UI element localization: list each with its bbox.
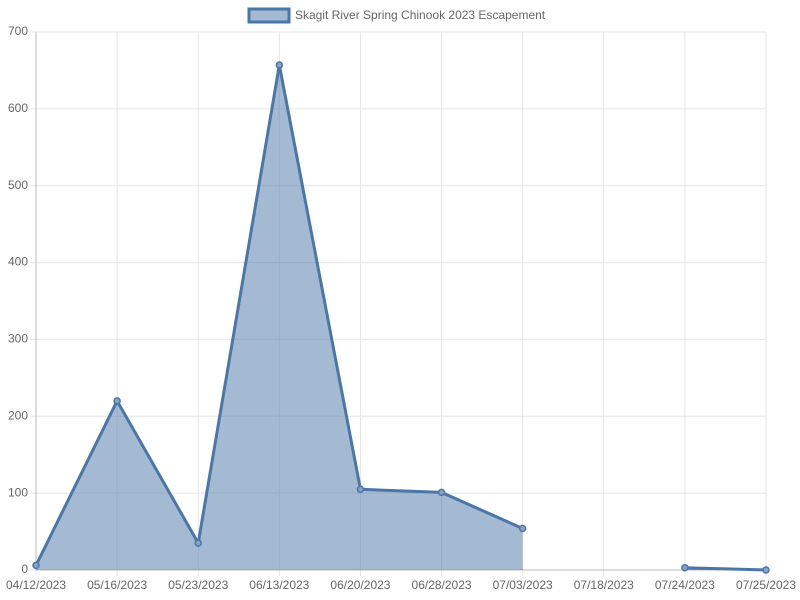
y-tick-label: 200 — [8, 408, 28, 422]
x-tick-label: 07/24/2023 — [655, 578, 715, 592]
point — [356, 485, 365, 494]
x-tick-label: 07/18/2023 — [574, 578, 634, 592]
x-tick-label: 07/25/2023 — [736, 578, 796, 592]
y-tick-label: 300 — [8, 332, 28, 346]
x-tick-label: 04/12/2023 — [6, 578, 66, 592]
y-tick-label: 400 — [8, 255, 28, 269]
point — [275, 61, 284, 69]
point — [681, 563, 689, 572]
legend-swatch — [247, 7, 291, 24]
point — [32, 561, 40, 570]
y-tick-label: 700 — [8, 24, 28, 38]
y-tick-label: 100 — [8, 485, 28, 499]
point — [113, 397, 121, 405]
x-tick-label: 07/03/2023 — [493, 578, 553, 592]
point — [437, 488, 446, 497]
x-tick-label: 06/13/2023 — [249, 578, 309, 592]
point — [762, 566, 770, 574]
y-tick-label: 600 — [8, 101, 28, 115]
point — [194, 539, 202, 547]
x-tick-label: 06/28/2023 — [412, 578, 472, 592]
x-tick-label: 05/23/2023 — [168, 578, 228, 592]
x-tick-label: 05/16/2023 — [87, 578, 147, 592]
y-tick-label: 0 — [21, 562, 28, 576]
y-tick-label: 500 — [8, 178, 28, 192]
area-fill — [36, 65, 766, 570]
legend-label: Skagit River Spring Chinook 2023 Escapem… — [295, 8, 546, 22]
point — [518, 524, 527, 533]
x-tick-label: 06/20/2023 — [330, 578, 390, 592]
